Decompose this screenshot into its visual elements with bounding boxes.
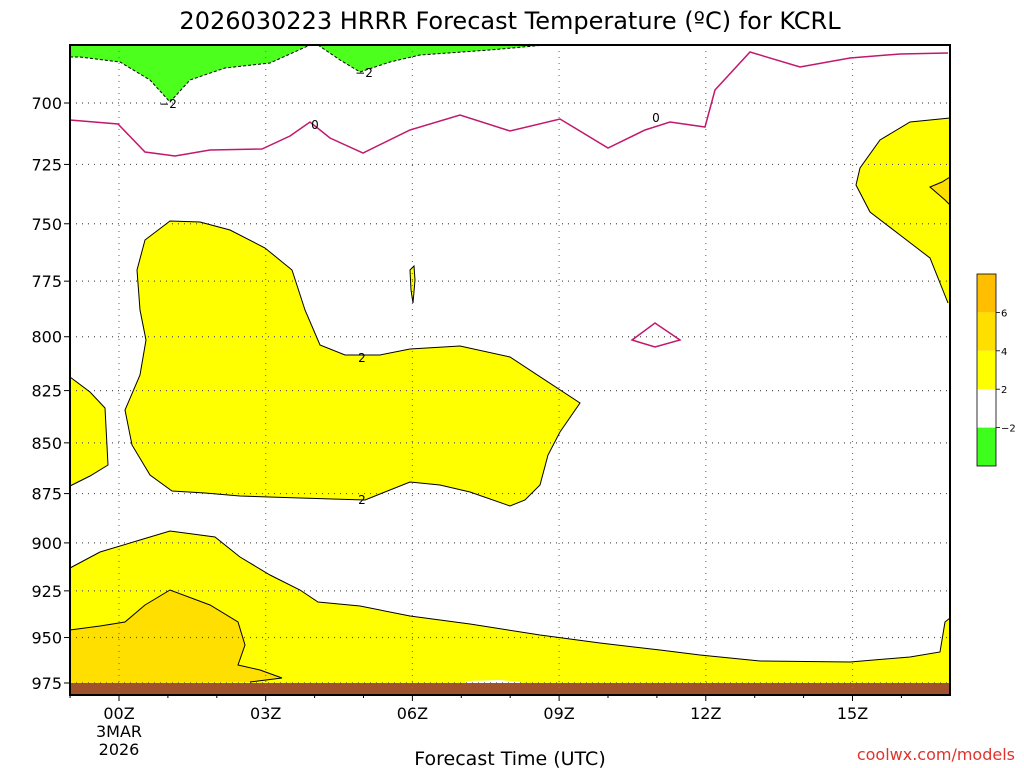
contour-lines <box>69 44 951 683</box>
contour-minus2-left <box>70 44 311 103</box>
region-2to4-right <box>856 118 950 303</box>
contour-label: −2 <box>159 97 177 111</box>
contour-2-blob <box>124 220 581 507</box>
x-tick-label: 09Z <box>543 704 574 723</box>
y-tick-label: 725 <box>31 155 62 174</box>
credit-text: coolwx.com/models <box>857 745 1015 764</box>
colorbar-tick-label: 4 <box>1001 347 1007 358</box>
region-2to4-low <box>70 531 950 683</box>
x-tick-label: 15Z <box>837 704 868 723</box>
y-tick-label: 700 <box>31 94 62 113</box>
contour-2-sliver <box>409 264 416 304</box>
contour-label: −2 <box>355 66 373 80</box>
y-tick-label: 900 <box>31 534 62 553</box>
region-below-minus2-mid <box>318 45 545 72</box>
contour-label: 2 <box>358 493 366 507</box>
contour-zero-main <box>69 51 949 157</box>
x-axis-label: Forecast Time (UTC) <box>414 748 605 768</box>
colorbar-segment <box>977 312 996 351</box>
contour-minus2-mid <box>317 44 546 73</box>
contour-zero-small <box>630 322 682 348</box>
colorbar-tick-label: 6 <box>1001 308 1007 319</box>
colorbar-segment <box>977 274 996 313</box>
region-2to4-blob <box>125 221 580 506</box>
region-below-minus2-left <box>70 45 310 102</box>
contour-2-right <box>855 117 951 304</box>
region-4to6-right <box>930 177 950 205</box>
contour-label: 2 <box>358 351 366 365</box>
x-tick-date-label: 3MAR <box>96 722 142 741</box>
y-tick-label: 950 <box>31 629 62 648</box>
surface-terrain <box>70 683 950 695</box>
contour-label: 0 <box>311 118 319 132</box>
colorbar-frame <box>976 273 997 467</box>
contour-2-left <box>69 376 109 487</box>
contour-4-low <box>69 589 283 683</box>
colorbar: 6 4 2 −2 <box>976 273 1016 467</box>
colorbar-segment <box>977 350 996 390</box>
y-tick-label: 925 <box>31 582 62 601</box>
y-tick-label: 975 <box>31 674 62 693</box>
y-tick-label: 850 <box>31 434 62 453</box>
shaded-regions <box>70 45 950 695</box>
contour-2-low <box>69 530 951 663</box>
colorbar-segment <box>977 427 996 466</box>
colorbar-tick-label: 2 <box>1001 385 1007 396</box>
contour-label: 0 <box>652 111 660 125</box>
y-axis: 700 725 750 775 800 825 850 875 900 925 950 975 <box>31 94 70 693</box>
y-tick-label: 825 <box>31 382 62 401</box>
region-2to4-left <box>70 377 108 486</box>
y-tick-label: 800 <box>31 328 62 347</box>
x-tick-label: 03Z <box>250 704 281 723</box>
contour-4-right <box>929 176 951 206</box>
colorbar-tick-label: −2 <box>1001 424 1016 435</box>
y-tick-label: 775 <box>31 272 62 291</box>
surface-highlight <box>465 680 520 683</box>
chart-title: 2026030223 HRRR Forecast Temperature (ºC… <box>179 7 841 35</box>
x-tick-year-label: 2026 <box>99 740 140 759</box>
region-4to6-low <box>70 590 282 683</box>
y-tick-label: 875 <box>31 485 62 504</box>
contour-label-group: −2 −2 0 0 2 2 <box>159 66 660 507</box>
grid-lines <box>70 45 950 695</box>
x-tick-label: 12Z <box>690 704 721 723</box>
x-tick-label: 00Z <box>103 704 134 723</box>
y-tick-label: 750 <box>31 215 62 234</box>
colorbar-segment <box>977 389 996 428</box>
x-tick-label: 06Z <box>397 704 428 723</box>
